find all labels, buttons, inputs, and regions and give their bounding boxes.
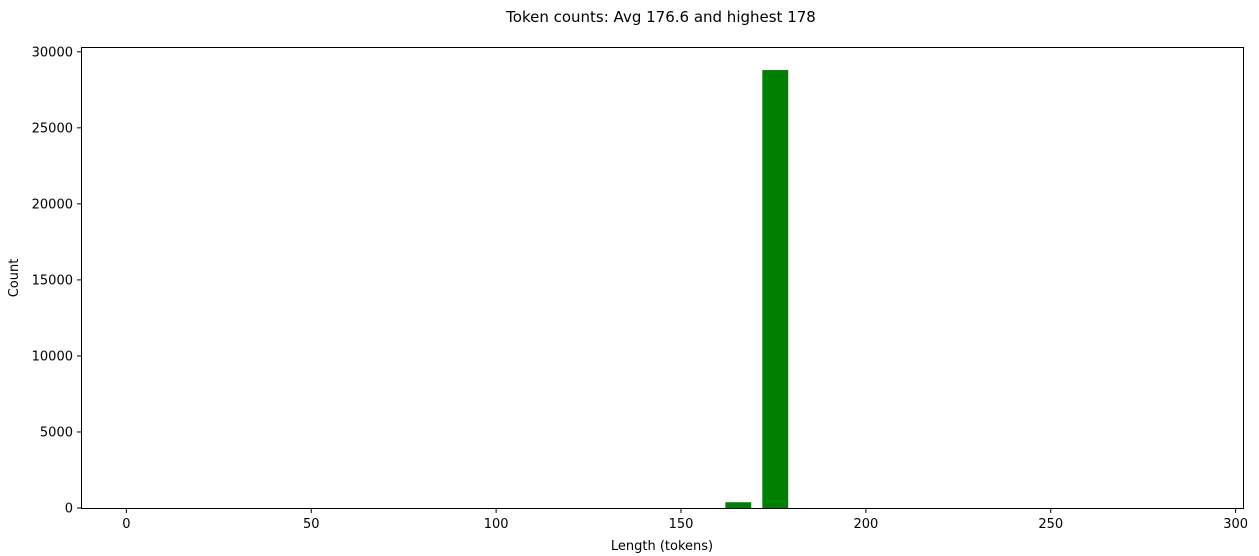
x-tick-label: 200: [853, 517, 878, 532]
x-tick-label: 100: [484, 517, 509, 532]
chart-title: Token counts: Avg 176.6 and highest 178: [505, 8, 816, 26]
bar-1: [762, 70, 789, 508]
x-tick-label: 300: [1223, 517, 1248, 532]
y-axis-label: Count: [7, 259, 22, 298]
x-tick-label: 150: [669, 517, 694, 532]
y-tick-label: 30000: [32, 45, 73, 60]
y-tick-label: 25000: [32, 121, 73, 136]
x-tick-label: 250: [1038, 517, 1063, 532]
plot-frame: [81, 47, 1244, 509]
x-axis-ticks: 0 50 100 150 200 250 300: [122, 508, 1248, 532]
x-tick-label: 50: [303, 517, 320, 532]
bar-0: [725, 502, 752, 508]
x-axis-label: Length (tokens): [611, 539, 713, 554]
y-tick-label: 15000: [32, 273, 73, 288]
y-tick-label: 20000: [32, 197, 73, 212]
bars-layer: [725, 70, 789, 508]
x-tick-label: 0: [122, 517, 130, 532]
y-tick-label: 0: [65, 502, 73, 517]
y-tick-label: 5000: [40, 425, 73, 440]
y-tick-label: 10000: [32, 349, 73, 364]
y-axis-ticks: 0 5000 10000 15000 20000 25000 30000: [32, 45, 82, 517]
